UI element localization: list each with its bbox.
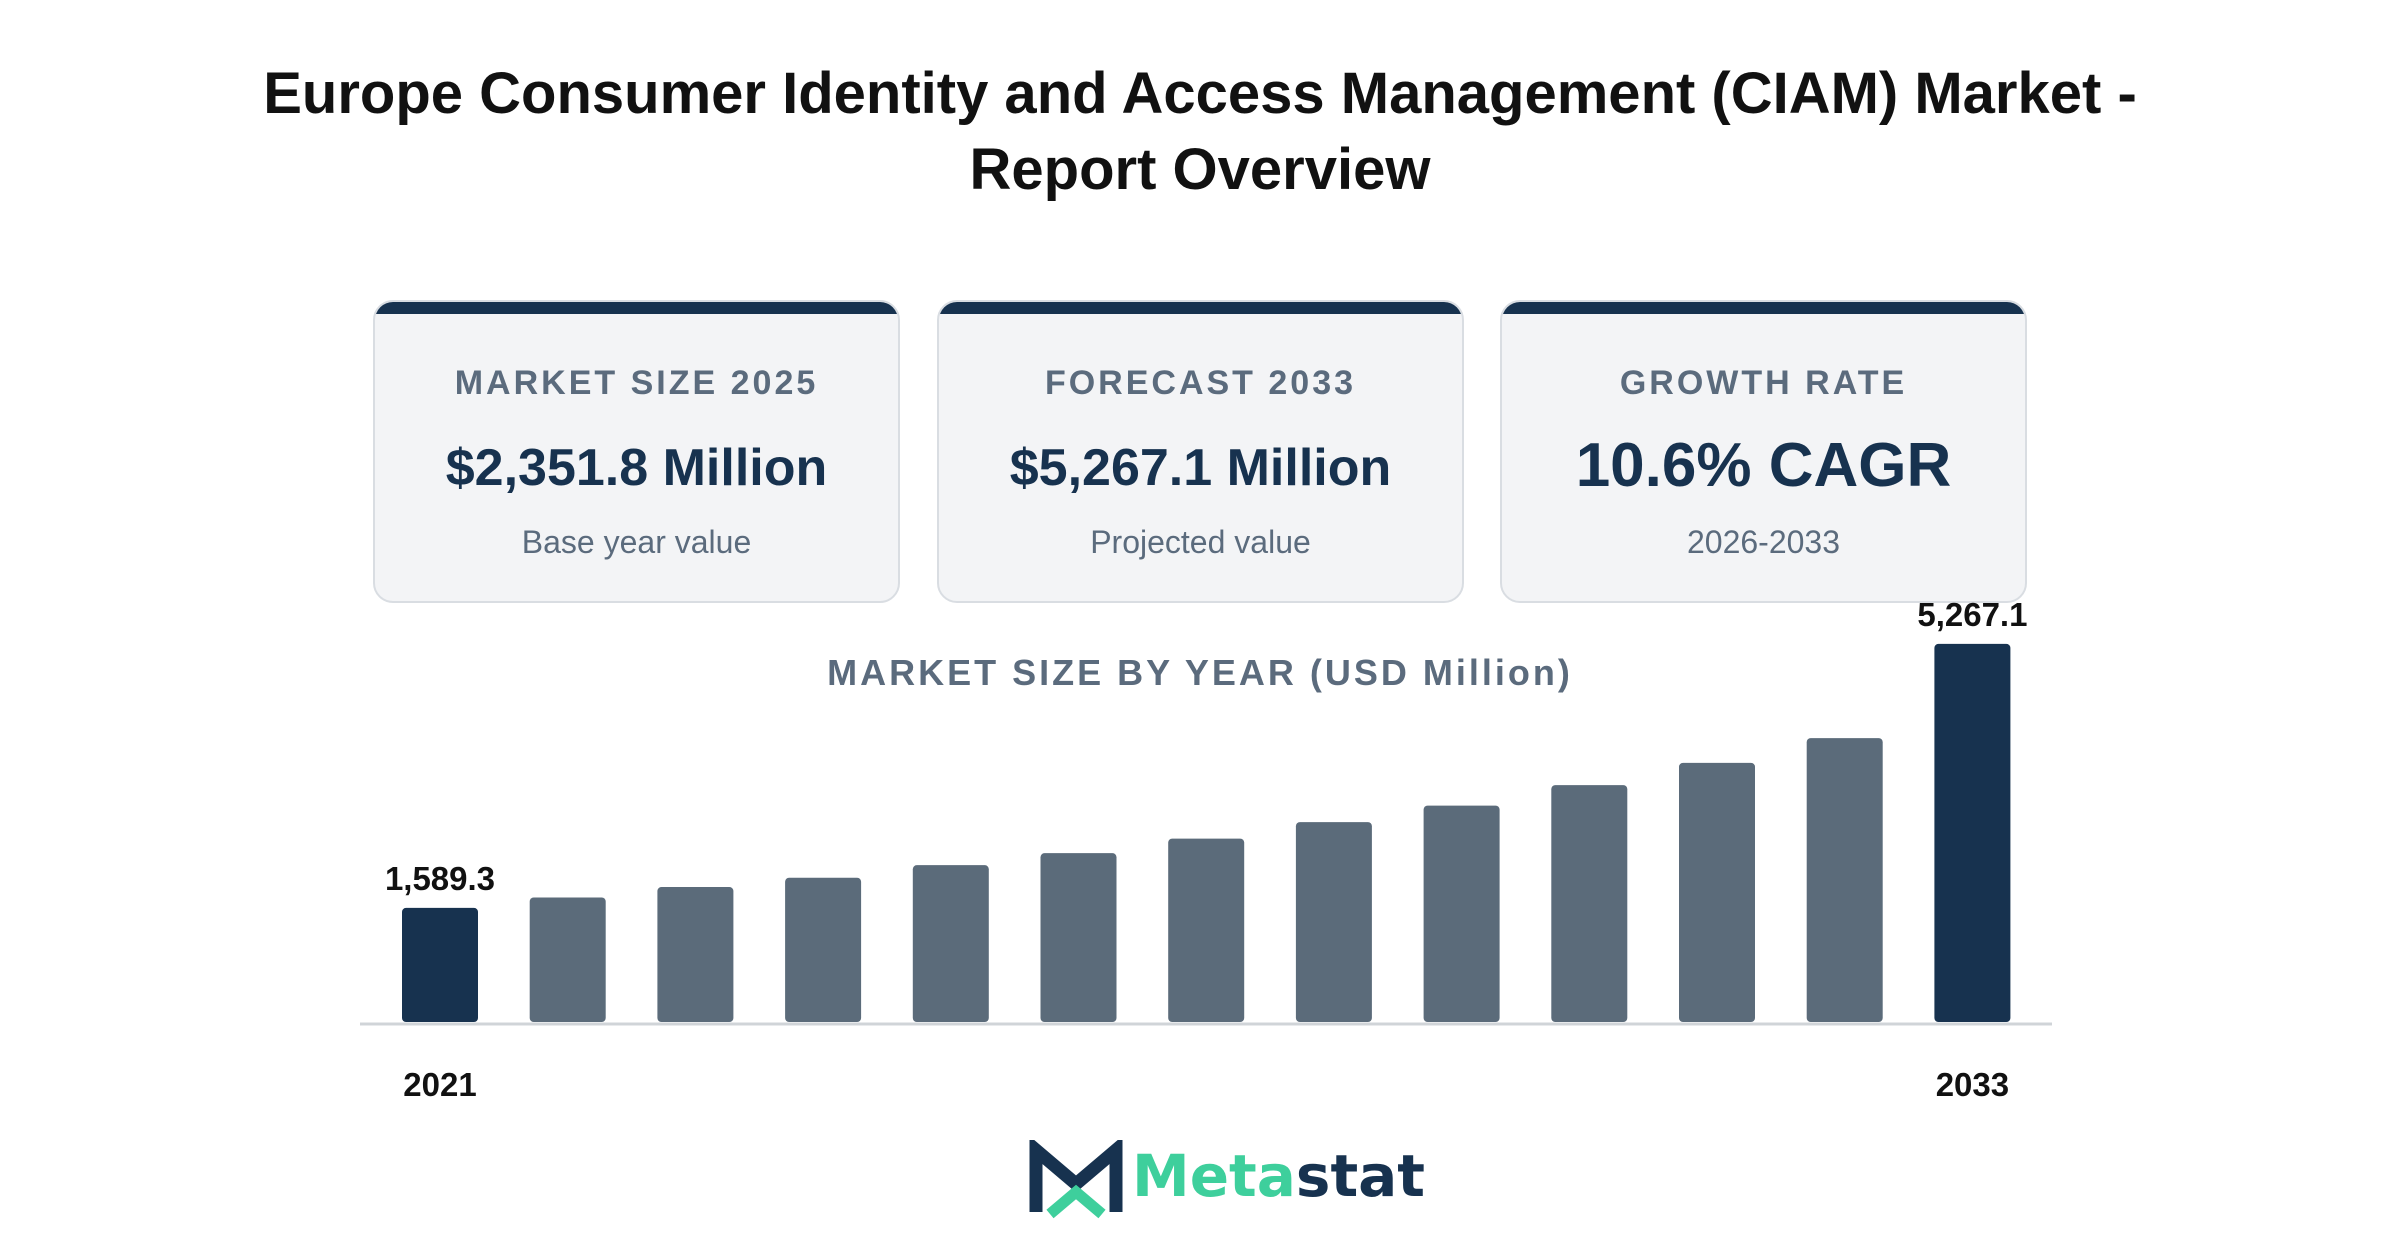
card-subtext: Base year value [521,524,752,560]
metastat-logo: Metastat [1028,1135,1425,1220]
bar-2028 [1295,822,1372,1022]
card-label: MARKET SIZE 2025 [454,364,819,402]
bar-2030 [1551,785,1628,1022]
summary-cards: MARKET SIZE 2025 $2,351.8 Million Base y… [373,300,2027,605]
card-value: $5,267.1 Million [1009,439,1392,497]
card-subtext: 2026-2033 [1686,524,1841,560]
metastat-m-icon [1029,1135,1123,1219]
card-accent-bar [1502,302,2025,314]
card-market-size: MARKET SIZE 2025 $2,351.8 Million Base y… [373,300,900,603]
card-forecast: FORECAST 2033 $5,267.1 Million Projected… [937,300,1464,603]
bar-2024 [785,877,862,1022]
card-accent-bar [939,302,1462,314]
data-label-2021: 1,589.3 [385,860,495,897]
bar-2033 [1934,643,2011,1022]
x-tick-label-2021: 2021 [403,1066,476,1103]
card-value: $2,351.8 Million [445,439,828,497]
logo-part-stat: stat [1295,1142,1426,1210]
card-growth-rate: GROWTH RATE 10.6% CAGR 2026-2033 [1500,300,2027,603]
card-value: 10.6% CAGR [1575,431,1952,500]
data-label-2033: 5,267.1 [1917,596,2027,633]
bar-2022 [529,897,606,1022]
title-line-1: Europe Consumer Identity and Access Mana… [263,61,2137,126]
bar-2021 [402,907,478,1022]
bar-2027 [1168,838,1245,1022]
bar-2029 [1423,805,1500,1022]
logo-part-meta: Meta [1132,1142,1296,1210]
card-subtext: Projected value [1090,524,1311,560]
card-label: FORECAST 2033 [1044,364,1357,402]
bar-2023 [657,887,734,1022]
bar-2025 [912,865,989,1022]
logo-wordmark: Metastat [1132,1142,1425,1210]
page-title: Europe Consumer Identity and Access Mana… [0,56,2400,208]
title-line-2: Report Overview [969,137,1431,202]
bar-2031 [1679,762,1755,1022]
card-label: GROWTH RATE [1619,364,1908,402]
x-tick-label-2033: 2033 [1936,1066,2009,1103]
bar-2032 [1806,738,1883,1022]
chart-title: MARKET SIZE BY YEAR (USD Million) [827,652,1573,693]
bar-2026 [1040,853,1117,1022]
card-accent-bar [375,302,898,314]
